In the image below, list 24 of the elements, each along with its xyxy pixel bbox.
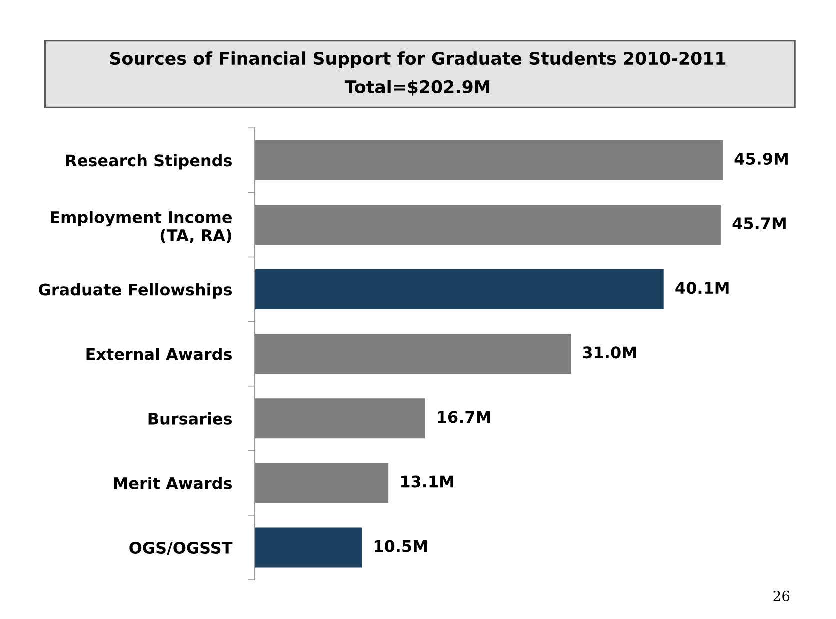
- data-label: 13.1M: [401, 476, 454, 488]
- y-tick-label: External Awards: [86, 348, 232, 360]
- chart-subtitle: Total=$202.9M: [344, 80, 490, 96]
- bar: [254, 140, 723, 180]
- bar: [254, 204, 721, 245]
- data-label: 45.7M: [732, 218, 786, 230]
- bar: [254, 528, 362, 568]
- y-tick-label: Graduate Fellowships: [39, 283, 232, 299]
- data-label: 40.1M: [676, 282, 729, 294]
- bar: [254, 334, 572, 374]
- y-tick-label: OGS/OGSST: [130, 542, 233, 556]
- bar: [254, 463, 389, 504]
- bar: [254, 398, 426, 439]
- y-tick-label: Employment Income (TA, RA): [51, 211, 232, 244]
- chart-title: Sources of Financial Support for Graduate Students 2010-2011: [110, 52, 726, 68]
- data-label: 31.0M: [583, 346, 636, 359]
- data-label: 45.9M: [734, 152, 788, 166]
- data-label: 10.5M: [374, 540, 427, 552]
- bar: [254, 270, 664, 310]
- data-label: 16.7M: [438, 411, 490, 424]
- y-tick-label: Research Stipends: [66, 154, 232, 170]
- y-tick-label: Bursaries: [148, 412, 232, 425]
- text: 26: [774, 590, 790, 602]
- y-tick-label: Merit Awards: [114, 477, 232, 490]
